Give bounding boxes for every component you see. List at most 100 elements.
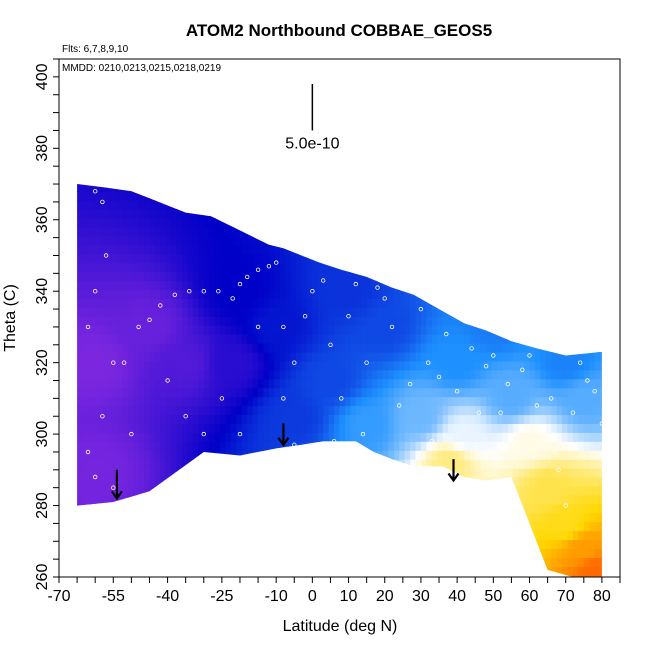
- heatmap-cell: [420, 485, 427, 496]
- heatmap-cell: [312, 476, 319, 487]
- heatmap-cell: [176, 369, 183, 380]
- heatmap-cell: [182, 485, 189, 496]
- heatmap-cell: [133, 173, 139, 183]
- heatmap-cell: [187, 441, 194, 451]
- heatmap-cell: [399, 298, 406, 308]
- heatmap-cell: [306, 387, 313, 398]
- heatmap-cell: [187, 235, 194, 246]
- heatmap-cell: [78, 441, 85, 451]
- heatmap-cell: [572, 396, 579, 407]
- heatmap-cell: [127, 226, 134, 237]
- heatmap-cell: [551, 378, 558, 389]
- heatmap-cell: [176, 298, 183, 308]
- heatmap-cell: [133, 351, 140, 362]
- heatmap-cell: [209, 566, 216, 576]
- heatmap-cell: [350, 414, 357, 424]
- heatmap-cell: [306, 485, 313, 496]
- heatmap-cell: [106, 450, 113, 460]
- heatmap-cell: [133, 414, 140, 424]
- heatmap-cell: [122, 494, 129, 505]
- heatmap-cell: [567, 235, 574, 246]
- heatmap-cell: [127, 280, 134, 291]
- heatmap-cell: [95, 468, 102, 478]
- heatmap-cell: [160, 539, 167, 550]
- heatmap-cell: [225, 351, 232, 362]
- heatmap-cell: [176, 271, 183, 282]
- profile-arrow: [277, 423, 290, 447]
- heatmap-cell: [502, 226, 509, 237]
- heatmap-cell: [198, 378, 205, 389]
- heatmap-cell: [382, 334, 389, 344]
- heatmap-cell: [144, 307, 151, 317]
- heatmap-cell: [328, 360, 335, 371]
- heatmap-cell: [410, 209, 417, 219]
- heatmap-cell: [529, 414, 536, 424]
- heatmap-cell: [578, 512, 585, 523]
- heatmap-cell: [393, 548, 400, 558]
- heatmap-cell: [589, 298, 596, 308]
- heatmap-cell: [78, 405, 85, 416]
- heatmap-cell: [420, 360, 427, 371]
- heatmap-cell: [344, 226, 351, 237]
- heatmap-cell: [214, 334, 221, 344]
- heatmap-cell: [290, 494, 297, 505]
- heatmap-cell: [252, 396, 259, 407]
- heatmap-cell: [589, 548, 596, 558]
- heatmap-cell: [551, 298, 558, 308]
- heatmap-cell: [361, 184, 368, 192]
- heatmap-cell: [230, 280, 237, 291]
- heatmap-cell: [404, 262, 411, 273]
- heatmap-cell: [274, 209, 281, 219]
- heatmap-cell: [306, 539, 313, 550]
- heatmap-cell: [594, 521, 601, 532]
- heatmap-cell: [600, 360, 602, 371]
- heatmap-cell: [133, 459, 140, 469]
- heatmap-cell: [480, 209, 487, 219]
- chart-title: ATOM2 Northbound COBBAE_GEOS5: [186, 21, 492, 40]
- heatmap-cell: [165, 539, 172, 550]
- heatmap-cell: [165, 298, 172, 308]
- heatmap-cell: [572, 262, 579, 273]
- heatmap-cell: [529, 566, 536, 576]
- heatmap-cell: [507, 378, 514, 389]
- heatmap-cell: [507, 512, 514, 523]
- heatmap-cell: [247, 378, 254, 389]
- heatmap-cell: [355, 369, 362, 380]
- heatmap-cell: [426, 476, 433, 487]
- heatmap-cell: [415, 360, 422, 371]
- heatmap-cell: [203, 235, 210, 246]
- heatmap-cell: [236, 209, 243, 219]
- heatmap-cell: [366, 539, 373, 550]
- heatmap-cell: [507, 530, 514, 541]
- heatmap-cell: [225, 316, 232, 326]
- heatmap-cell: [241, 209, 248, 219]
- heatmap-cell: [279, 271, 286, 282]
- heatmap-cell: [415, 298, 422, 308]
- heatmap-cell: [149, 191, 156, 201]
- heatmap-cell: [192, 414, 199, 424]
- heatmap-cell: [437, 459, 444, 469]
- heatmap-cell: [350, 476, 357, 487]
- heatmap-cell: [437, 226, 444, 237]
- heatmap-cell: [377, 289, 384, 299]
- heatmap-cell: [486, 405, 493, 416]
- heatmap-cell: [252, 244, 259, 255]
- heatmap-cell: [524, 226, 531, 237]
- heatmap-cell: [594, 360, 601, 371]
- heatmap-cell: [388, 378, 395, 389]
- heatmap-cell: [133, 423, 140, 433]
- heatmap-cell: [572, 271, 579, 282]
- heatmap-cell: [187, 521, 194, 532]
- heatmap-cell: [534, 209, 541, 219]
- heatmap-cell: [225, 191, 232, 201]
- heatmap-cell: [420, 235, 427, 246]
- heatmap-cell: [285, 217, 292, 228]
- heatmap-cell: [241, 325, 248, 335]
- heatmap-cell: [578, 405, 585, 416]
- heatmap-cell: [448, 360, 455, 371]
- heatmap-cell: [301, 235, 308, 246]
- heatmap-cell: [388, 530, 395, 541]
- heatmap-cell: [502, 494, 509, 505]
- heatmap-cell: [366, 244, 373, 255]
- heatmap-cell: [209, 217, 216, 228]
